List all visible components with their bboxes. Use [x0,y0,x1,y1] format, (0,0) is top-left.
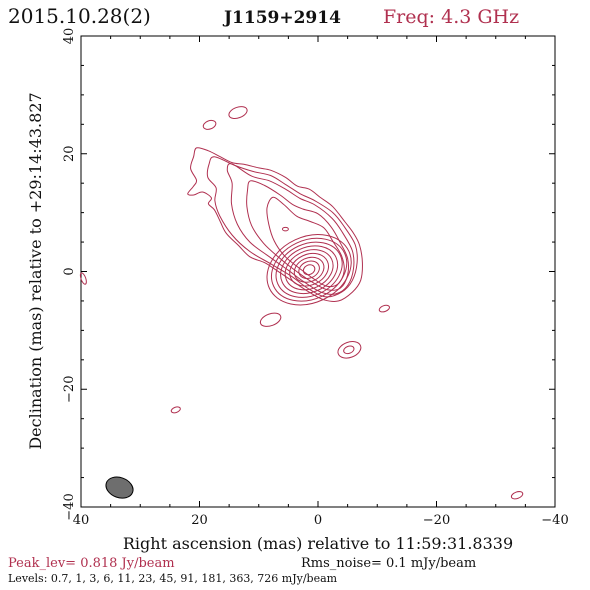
rms-noise: Rms_noise= 0.1 mJy/beam [301,556,476,571]
contour-layer [79,106,524,500]
contour-island [228,106,248,119]
x-tick-labels: 40 20 0 −20 −40 [73,513,569,528]
source-name: J1159+2914 [222,8,341,28]
x-tick-label: 40 [73,513,90,528]
core-contour-ring [284,249,334,291]
y-tick-label: −40 [62,493,77,520]
contour-island [170,406,181,414]
x-tick-label: −20 [423,513,450,528]
contour-island [510,491,524,500]
beam-ellipse [105,476,134,499]
x-tick-label: 20 [191,513,208,528]
beam-layer [105,476,134,499]
y-tick-labels: −40 −20 0 20 40 [62,28,77,521]
contour-levels: Levels: 0.7, 1, 3, 6, 11, 23, 45, 91, 18… [8,572,338,585]
core-contour-ring [289,252,329,287]
contour-island [343,345,355,355]
contour-island [202,119,217,130]
core-contour-ring [302,264,316,276]
y-tick-label: 20 [62,145,77,162]
peak-level: Peak_lev= 0.818 Jy/beam [8,556,175,571]
y-tick-label: −20 [62,376,77,403]
contour-line [206,156,358,298]
core-contour-ring [298,260,320,279]
core-contour-ring [271,237,348,302]
contour-line [187,147,363,302]
frequency-label: Freq: 4.3 GHz [383,6,519,28]
y-axis-label: Declination (mas) relative to +29:14:43.… [26,92,45,449]
axis-ticks [80,35,556,508]
y-tick-label: 0 [62,267,77,275]
contour-island [259,312,282,327]
plot-frame [80,35,556,508]
core-contour-ring [266,234,352,306]
x-tick-label: −40 [541,513,568,528]
contour-line [226,163,355,295]
x-axis-label: Right ascension (mas) relative to 11:59:… [123,534,513,553]
contour-island [281,226,289,232]
x-tick-label: 0 [314,513,322,528]
y-tick-label: 40 [62,28,77,45]
contour-line [246,180,349,291]
core-contour-ring [280,245,339,295]
contour-island [79,272,87,285]
contour-island [378,304,390,313]
observation-date: 2015.10.28(2) [8,4,151,28]
core-contour-ring [293,256,325,283]
core-contour-ring [275,241,343,298]
contour-island [337,341,362,359]
